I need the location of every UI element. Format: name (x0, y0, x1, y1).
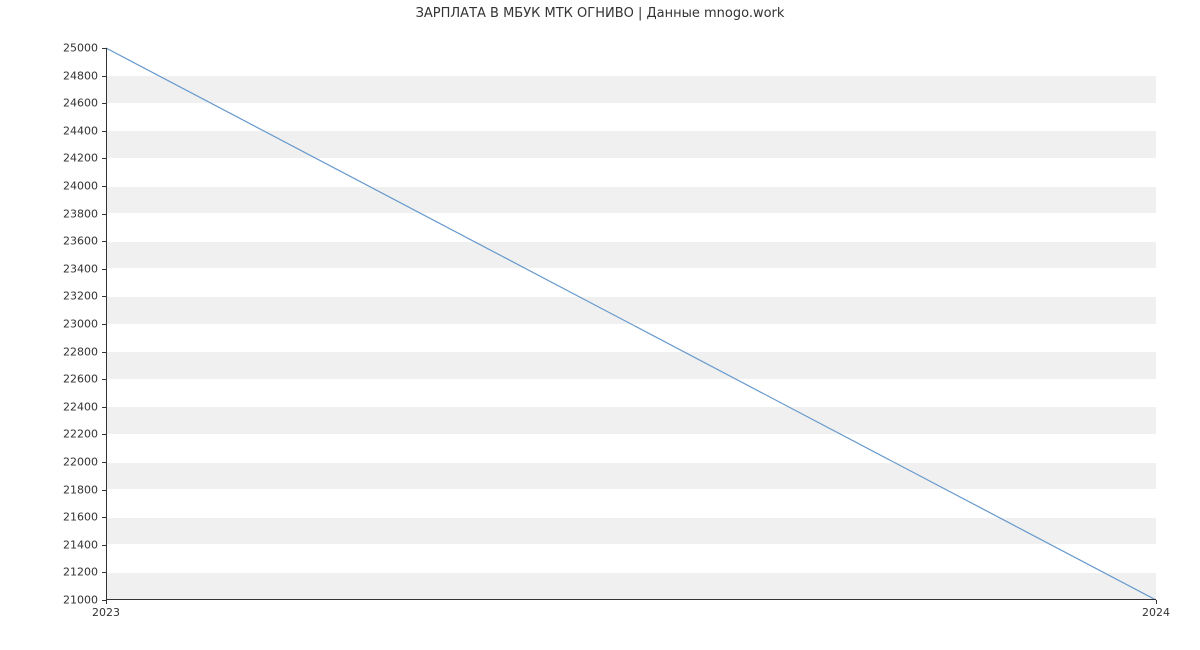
x-tick-mark (1156, 600, 1157, 604)
y-tick-mark (102, 462, 106, 463)
x-tick-label: 2024 (1142, 606, 1170, 619)
y-tick-label: 23600 (63, 235, 98, 248)
y-tick-label: 21000 (63, 594, 98, 607)
y-tick-mark (102, 131, 106, 132)
y-tick-label: 21200 (63, 566, 98, 579)
x-tick-mark (106, 600, 107, 604)
y-tick-label: 24400 (63, 124, 98, 137)
y-tick-mark (102, 545, 106, 546)
y-tick-label: 21600 (63, 511, 98, 524)
y-tick-label: 22800 (63, 345, 98, 358)
y-tick-mark (102, 214, 106, 215)
y-tick-mark (102, 407, 106, 408)
y-tick-mark (102, 103, 106, 104)
y-tick-mark (102, 76, 106, 77)
y-tick-mark (102, 434, 106, 435)
y-tick-label: 22000 (63, 456, 98, 469)
y-tick-label: 24200 (63, 152, 98, 165)
y-tick-label: 25000 (63, 42, 98, 55)
y-tick-label: 21800 (63, 483, 98, 496)
y-tick-label: 24800 (63, 69, 98, 82)
y-tick-mark (102, 48, 106, 49)
y-tick-mark (102, 269, 106, 270)
y-tick-label: 22600 (63, 373, 98, 386)
x-tick-label: 2023 (92, 606, 120, 619)
y-tick-mark (102, 324, 106, 325)
y-axis-line (106, 48, 107, 600)
y-tick-label: 24000 (63, 180, 98, 193)
series-salary (106, 48, 1156, 600)
y-tick-mark (102, 158, 106, 159)
y-tick-label: 23400 (63, 262, 98, 275)
y-tick-label: 22400 (63, 400, 98, 413)
y-tick-label: 23000 (63, 318, 98, 331)
y-tick-mark (102, 352, 106, 353)
line-series-layer (106, 48, 1156, 600)
x-axis-line (106, 599, 1156, 600)
y-tick-label: 24600 (63, 97, 98, 110)
chart-title: ЗАРПЛАТА В МБУК МТК ОГНИВО | Данные mnog… (0, 6, 1200, 21)
y-tick-mark (102, 241, 106, 242)
plot-area (106, 48, 1156, 600)
y-tick-label: 23800 (63, 207, 98, 220)
y-tick-mark (102, 296, 106, 297)
y-tick-mark (102, 490, 106, 491)
y-tick-label: 23200 (63, 290, 98, 303)
y-tick-label: 21400 (63, 538, 98, 551)
y-tick-mark (102, 572, 106, 573)
y-tick-mark (102, 186, 106, 187)
y-tick-label: 22200 (63, 428, 98, 441)
y-tick-mark (102, 379, 106, 380)
y-tick-mark (102, 517, 106, 518)
